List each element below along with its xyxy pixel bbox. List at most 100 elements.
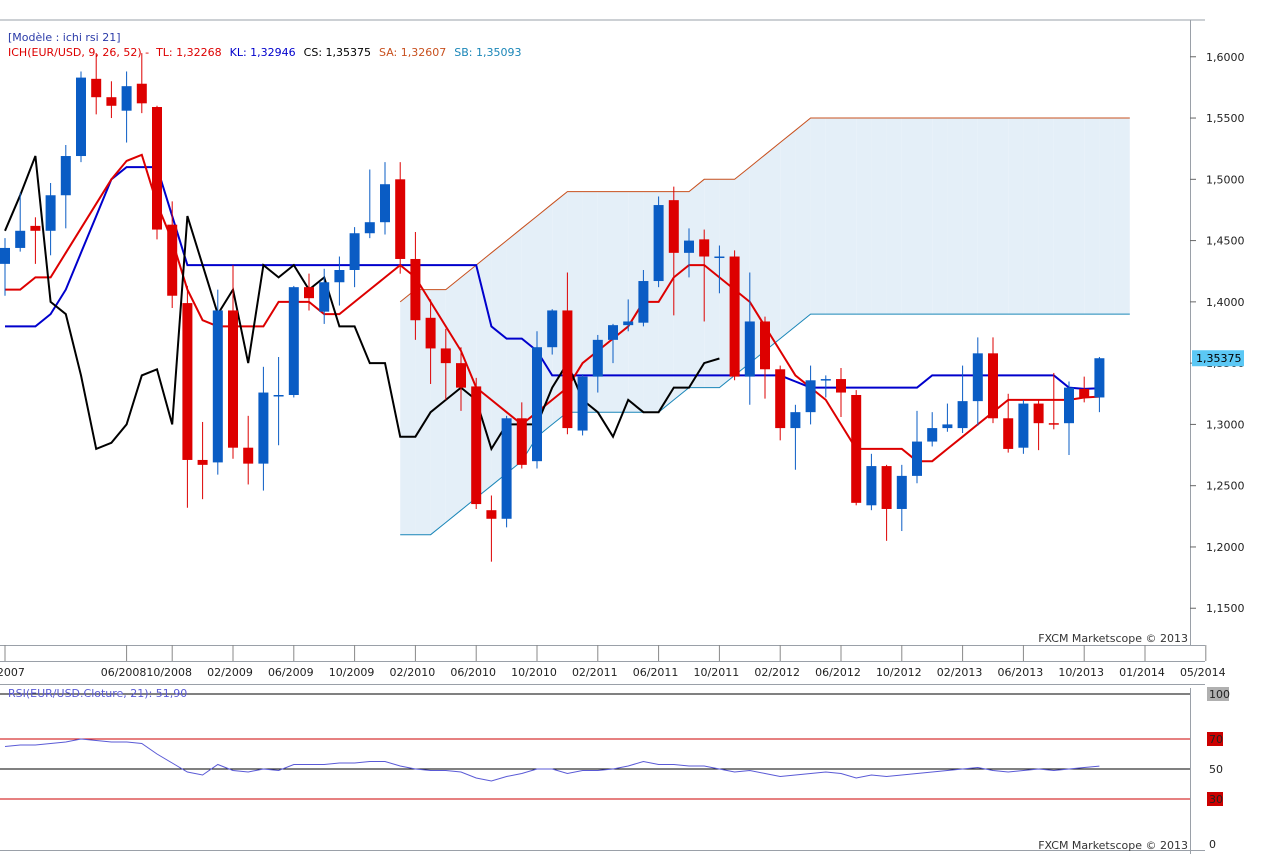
rsi-axis: 100 70 50 30 0: [1207, 687, 1230, 851]
cloud-segment: [962, 118, 978, 315]
legend-entry: KL: 1,32946: [230, 46, 296, 59]
candle: [212, 289, 223, 475]
rsi-tick-label: 100: [1209, 688, 1230, 701]
legend-entry: SA: 1,32607: [379, 46, 446, 59]
price-tick-label: 1,5500: [1206, 112, 1245, 125]
candle-body: [1079, 388, 1090, 398]
cloud-segment: [917, 118, 933, 315]
candle-body: [76, 77, 86, 157]
candle-body: [15, 230, 26, 248]
cloud-segment: [689, 179, 705, 388]
candle: [684, 228, 694, 278]
senkou-span-a: [399, 117, 1130, 303]
rsi-line: [4, 738, 1100, 782]
legend-entry: ICH(EUR/USD, 9, 26, 52) -: [8, 46, 149, 59]
candle-body: [304, 287, 314, 299]
candle: [349, 227, 360, 288]
rsi-label: RSI(EUR/USD.Cloture, 21): 51,90: [8, 687, 187, 700]
candle-body: [912, 441, 922, 476]
chikou-span-line: [4, 155, 720, 452]
candle-body: [334, 270, 345, 283]
cloud-segment: [993, 118, 1009, 315]
cloud-segment: [1023, 118, 1039, 315]
candle: [380, 162, 390, 235]
panel-frames: [0, 19, 1205, 854]
kijun-sen-line: [5, 166, 1100, 390]
candle-body: [228, 310, 238, 448]
rsi-tick-label: 0: [1209, 838, 1216, 851]
candle: [912, 410, 922, 484]
candle: [486, 495, 497, 562]
date-tick-label: 02/2011: [572, 666, 618, 679]
candle: [243, 415, 254, 485]
candle: [775, 365, 786, 441]
rsi-band-tag: [1207, 732, 1223, 746]
date-tick-label: 06/2010: [450, 666, 496, 679]
candle: [820, 375, 831, 398]
candle: [623, 299, 634, 332]
candle-body: [744, 321, 755, 377]
candle: [957, 365, 968, 433]
cloud-segment: [1099, 118, 1115, 315]
candle-body: [1048, 423, 1059, 425]
candle-body: [182, 303, 193, 460]
cloud-segment: [400, 289, 416, 535]
candle: [228, 265, 238, 459]
date-tick-label: 06/2013: [998, 666, 1044, 679]
candle: [1018, 399, 1029, 454]
cloud-segment: [810, 118, 826, 315]
main-watermark: FXCM Marketscope © 2013: [1038, 632, 1188, 645]
candle: [866, 453, 877, 511]
date-tick-label: 02/2010: [390, 666, 436, 679]
candle-body: [653, 205, 664, 282]
candle-body: [0, 247, 10, 264]
candle: [456, 347, 466, 411]
candle-body: [790, 412, 801, 429]
candle-body: [623, 321, 634, 326]
candle-body: [972, 353, 983, 402]
candle-body: [486, 510, 497, 519]
candle: [532, 331, 542, 469]
cloud-segment: [765, 142, 781, 351]
candle: [410, 232, 421, 340]
candle-body: [942, 424, 953, 429]
candle: [304, 273, 314, 311]
candle-body: [957, 401, 968, 429]
candle-body: [60, 156, 71, 196]
candle: [1003, 393, 1014, 453]
candle: [851, 390, 862, 506]
candle-body: [364, 222, 375, 234]
candle-body: [896, 475, 907, 509]
candle-body: [714, 256, 725, 259]
candle-body: [395, 179, 406, 259]
cloud-segment: [1008, 118, 1024, 315]
candle: [1094, 357, 1105, 413]
candle-body: [410, 258, 421, 321]
candle: [258, 366, 269, 491]
candle: [1079, 376, 1090, 403]
candle-body: [212, 310, 223, 463]
cloud-segment: [932, 118, 948, 315]
candle: [836, 368, 846, 418]
candle: [653, 196, 664, 288]
candle-body: [197, 459, 208, 465]
candle: [15, 192, 26, 252]
rsi-panel: 100 70 50 30 0 RSI(EUR/USD.Cloture, 21): 51,…: [0, 687, 1230, 852]
candle: [167, 201, 178, 308]
candle-body: [45, 195, 56, 231]
candle-body: [562, 310, 573, 429]
candle-body: [501, 418, 512, 519]
candle: [76, 71, 86, 163]
candle: [60, 145, 71, 229]
rsi-levels: [0, 693, 1190, 800]
candle-body: [30, 225, 41, 231]
indicator-legend: ICH(EUR/USD, 9, 26, 52) - TL: 1,32268 KL: …: [8, 46, 521, 59]
model-label: [Modèle : ichi rsi 21]: [8, 31, 121, 44]
date-tick-label: 10/2007: [0, 666, 25, 679]
candle-body: [1094, 358, 1105, 398]
candle-body: [668, 200, 679, 253]
price-tick-label: 1,2500: [1206, 480, 1245, 493]
price-tick-label: 1,2000: [1206, 541, 1245, 554]
